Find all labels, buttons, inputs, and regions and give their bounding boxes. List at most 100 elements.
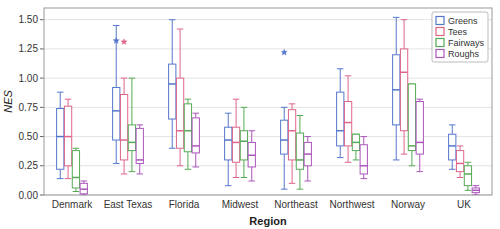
cap-high <box>345 75 352 76</box>
median <box>352 142 359 144</box>
box <box>464 166 471 186</box>
whisker-low <box>131 151 132 172</box>
cap-low <box>289 183 296 184</box>
whisker-high <box>180 29 181 78</box>
cap-low <box>304 180 311 181</box>
whisker-high <box>68 99 69 106</box>
whisker-high <box>299 116 300 134</box>
cap-high <box>136 124 143 125</box>
legend: GreensTeesFairwaysRoughs <box>432 12 488 62</box>
box <box>400 49 407 131</box>
median <box>304 153 311 155</box>
cap-high <box>57 92 64 93</box>
box <box>472 188 479 193</box>
cap-low <box>241 177 248 178</box>
whisker-low <box>187 152 188 170</box>
median <box>281 139 288 141</box>
whisker-low <box>411 151 412 166</box>
box <box>352 134 359 150</box>
median <box>113 110 120 112</box>
box <box>344 102 351 146</box>
cap-low <box>345 162 352 163</box>
cap-high <box>337 68 344 69</box>
median <box>393 89 400 91</box>
plot-frame <box>44 8 492 195</box>
box <box>248 142 255 167</box>
median <box>240 140 247 142</box>
whisker-low <box>307 166 308 181</box>
cap-low <box>65 178 72 179</box>
box <box>281 120 288 154</box>
whisker-high <box>243 107 244 130</box>
y-tick <box>40 19 44 20</box>
flier <box>113 38 119 44</box>
whisker-low <box>172 119 173 148</box>
x-tick-label: East Texas <box>104 199 153 210</box>
whisker-low <box>180 148 181 166</box>
cap-high <box>225 113 232 114</box>
whisker-low <box>467 186 468 191</box>
box <box>113 87 120 140</box>
y-tick-label: 0.75 <box>19 102 39 113</box>
cap-low <box>113 163 120 164</box>
y-tick-label: 0.25 <box>19 160 39 171</box>
whisker-low <box>299 169 300 189</box>
box <box>449 134 456 160</box>
cap-high <box>401 19 408 20</box>
cap-low <box>416 171 423 172</box>
y-tick-label: 0.50 <box>19 131 39 142</box>
cap-high <box>297 115 304 116</box>
cap-low <box>465 190 472 191</box>
box <box>288 110 295 160</box>
grid-line <box>44 19 492 20</box>
cap-low <box>297 189 304 190</box>
grid-line <box>44 136 492 137</box>
x-tick-label: Florida <box>169 199 200 210</box>
cap-low <box>136 173 143 174</box>
cap-low <box>177 165 184 166</box>
y-tick <box>40 78 44 79</box>
whisker-high <box>60 92 61 108</box>
whisker-low <box>75 188 76 192</box>
box <box>408 84 415 151</box>
cap-high <box>233 99 240 100</box>
cap-low <box>281 189 288 190</box>
cap-high <box>65 99 72 100</box>
legend-swatch <box>436 17 444 25</box>
cap-low <box>80 195 87 196</box>
y-tick <box>40 48 44 49</box>
y-tick <box>40 165 44 166</box>
cap-low <box>233 177 240 178</box>
median <box>64 136 71 138</box>
box <box>360 145 367 174</box>
y-axis-label: NES <box>2 90 14 113</box>
median <box>296 159 303 161</box>
median <box>192 145 199 147</box>
whisker-low <box>251 167 252 181</box>
median <box>128 142 135 144</box>
median <box>416 142 423 144</box>
cap-high <box>457 145 464 146</box>
whisker-high <box>460 146 461 151</box>
median <box>176 130 183 132</box>
cap-low <box>472 195 479 196</box>
whisker-high <box>404 20 405 49</box>
cap-high <box>416 99 423 100</box>
cap-low <box>57 178 64 179</box>
box <box>393 55 400 125</box>
whisker-low <box>419 154 420 172</box>
median <box>169 83 176 85</box>
legend-label: Fairways <box>448 38 485 48</box>
cap-low <box>393 159 400 160</box>
whisker-high <box>139 125 140 129</box>
median <box>120 139 127 141</box>
box <box>64 106 71 166</box>
whisker-low <box>60 169 61 178</box>
median <box>360 165 367 167</box>
cap-high <box>169 19 176 20</box>
cap-low <box>73 191 80 192</box>
box <box>416 102 423 155</box>
whisker-low <box>460 172 461 178</box>
median <box>136 159 143 161</box>
box <box>337 92 344 146</box>
